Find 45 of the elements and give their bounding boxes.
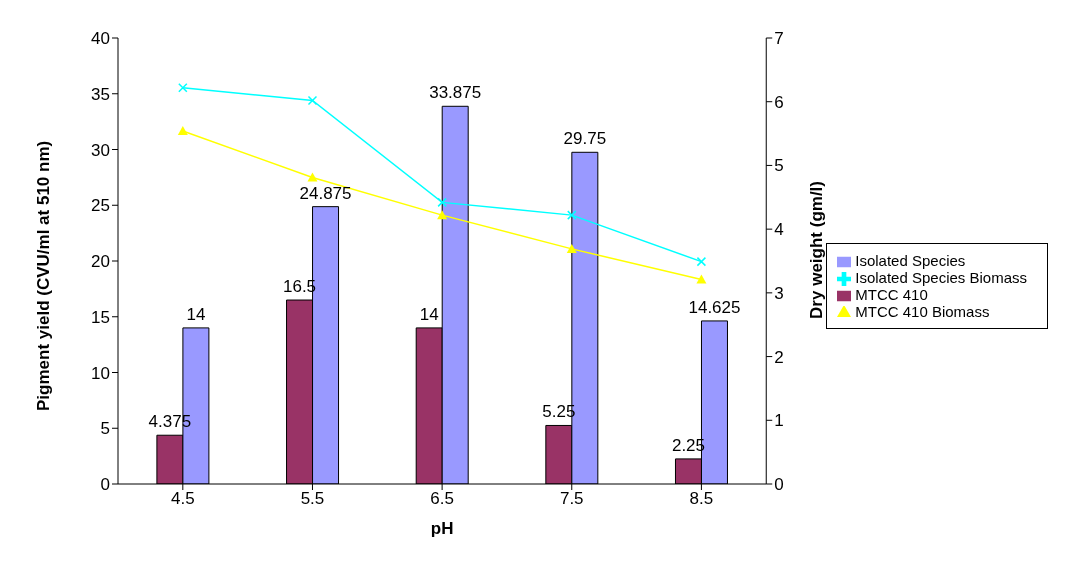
y-tick-label: 40	[91, 29, 110, 49]
data-label: 14.625	[688, 297, 741, 317]
point	[177, 126, 188, 136]
point	[178, 82, 188, 93]
y-tick-label: 10	[91, 363, 110, 383]
y-tick-label: 35	[91, 84, 110, 104]
point	[696, 256, 707, 267]
y2-tick-label: 0	[774, 475, 784, 495]
y2-tick-label: 1	[774, 411, 784, 431]
point	[437, 197, 447, 208]
data-label: 33.875	[429, 83, 482, 103]
y2-tick-label: 7	[774, 29, 784, 49]
y2-tick-label: 4	[774, 220, 784, 240]
x-tick-label: 5.5	[300, 489, 325, 509]
data-label: 24.875	[299, 183, 352, 203]
legend-label: MTCC 410 Biomass	[855, 303, 990, 321]
legend-label: MTCC 410	[855, 286, 928, 303]
x-axis-title: pH	[430, 519, 454, 538]
y2-tick-label: 2	[774, 347, 784, 367]
point	[566, 243, 577, 253]
y-tick-label: 25	[91, 196, 110, 216]
y-tick-label: 20	[91, 252, 110, 272]
y-tick-label: 0	[100, 475, 110, 495]
y-tick-label: 5	[100, 419, 110, 439]
data-label: 14	[186, 304, 206, 324]
y2-tick-label: 3	[774, 283, 784, 303]
legend-label: Isolated Species Biomass	[855, 268, 1027, 286]
x-tick-label: 8.5	[689, 489, 714, 509]
y2-tick-label: 6	[774, 92, 784, 112]
x-tick-label: 4.5	[171, 489, 195, 509]
x-tick-label: 7.5	[559, 489, 584, 509]
y2-tick-label: 5	[774, 156, 784, 176]
point	[307, 172, 318, 182]
point	[307, 95, 318, 106]
y2-axis-title: Dry weight (gm/l)	[807, 181, 827, 319]
data-label: 14	[419, 304, 439, 324]
data-label: 29.75	[563, 129, 607, 149]
point	[437, 210, 448, 220]
x-tick-label: 6.5	[430, 489, 454, 509]
y-axis-title: Pigment yield (CVU/ml at 510 nm)	[34, 140, 54, 411]
y-tick-label: 15	[91, 307, 110, 327]
legend-label: Isolated Species	[855, 251, 966, 269]
point	[567, 210, 577, 220]
y-tick-label: 30	[91, 140, 110, 160]
point	[696, 274, 707, 284]
